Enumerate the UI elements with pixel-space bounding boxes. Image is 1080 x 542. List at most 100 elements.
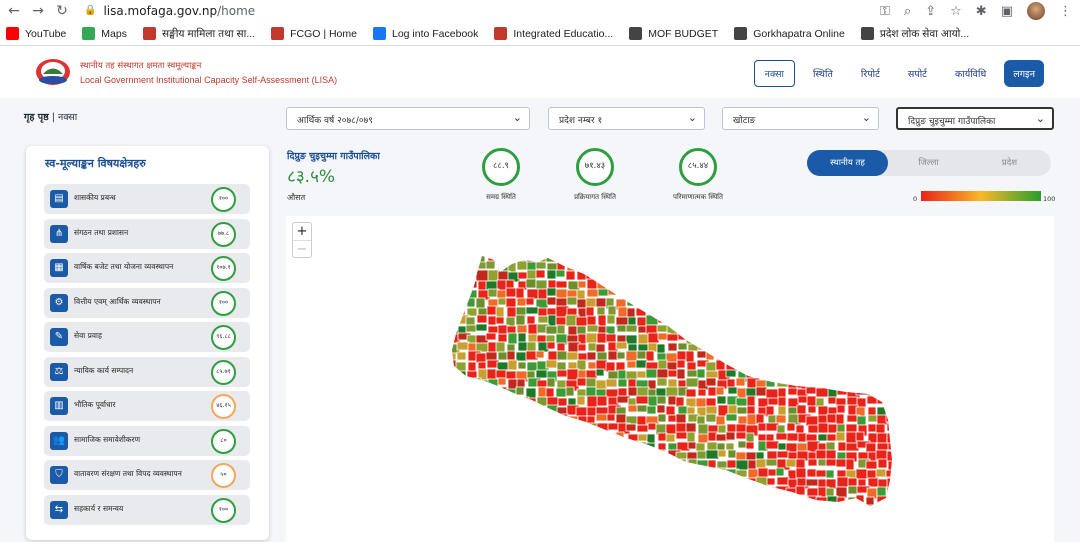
map-region[interactable] xyxy=(466,423,476,434)
map-region[interactable] xyxy=(755,315,769,326)
map-region[interactable] xyxy=(835,305,850,317)
map-region[interactable] xyxy=(575,316,588,327)
assessment-area-item[interactable]: ▦ वार्षिक बजेट तथा योजना व्यवस्थापन १०७.१ xyxy=(44,253,250,283)
map-region[interactable] xyxy=(765,505,776,517)
map-region[interactable] xyxy=(545,325,559,335)
map-region[interactable] xyxy=(815,333,828,345)
map-region[interactable] xyxy=(797,270,810,280)
map-region[interactable] xyxy=(446,287,460,297)
map-region[interactable] xyxy=(715,298,725,311)
map-region[interactable] xyxy=(767,486,778,499)
map-region[interactable] xyxy=(525,451,540,462)
map-region[interactable] xyxy=(607,422,620,431)
map-region[interactable] xyxy=(446,252,457,262)
map-region[interactable] xyxy=(637,504,649,515)
map-region[interactable] xyxy=(785,323,797,335)
map-region[interactable] xyxy=(735,280,750,292)
map-region[interactable] xyxy=(786,432,800,442)
map-region[interactable] xyxy=(898,397,908,404)
map-region[interactable] xyxy=(757,467,770,479)
map-region[interactable] xyxy=(855,505,865,517)
map-region[interactable] xyxy=(505,413,517,423)
map-region[interactable] xyxy=(565,386,575,397)
map-region[interactable] xyxy=(456,485,471,498)
map-region[interactable] xyxy=(647,332,660,344)
map-region[interactable] xyxy=(586,351,597,361)
map-region[interactable] xyxy=(556,324,566,335)
map-region[interactable] xyxy=(606,260,616,271)
map-region[interactable] xyxy=(715,359,726,371)
map-region[interactable] xyxy=(455,361,467,373)
map-region[interactable] xyxy=(675,269,685,281)
map-region[interactable] xyxy=(496,451,506,461)
map-region[interactable] xyxy=(898,378,906,385)
map-region[interactable] xyxy=(465,505,477,516)
map-region[interactable] xyxy=(466,307,478,317)
map-region[interactable] xyxy=(785,496,795,506)
map-region[interactable] xyxy=(785,350,797,362)
map-region[interactable] xyxy=(637,486,649,499)
map-region[interactable] xyxy=(607,458,620,469)
map-region[interactable] xyxy=(615,431,625,444)
map-region[interactable] xyxy=(897,461,909,468)
map-region[interactable] xyxy=(747,315,761,326)
map-region[interactable] xyxy=(496,477,509,490)
map-region[interactable] xyxy=(446,298,456,308)
map-region[interactable] xyxy=(757,505,770,514)
map-region[interactable] xyxy=(565,503,580,513)
map-region[interactable] xyxy=(637,261,652,274)
map-region[interactable] xyxy=(795,261,810,271)
map-region[interactable] xyxy=(806,468,818,478)
nav-item-2[interactable]: रिपोर्ट xyxy=(860,69,880,80)
map-region[interactable] xyxy=(836,404,846,414)
map-region[interactable] xyxy=(486,459,496,470)
map-region[interactable] xyxy=(765,350,780,360)
map-region[interactable] xyxy=(897,416,908,424)
map-region[interactable] xyxy=(536,379,548,388)
map-region[interactable] xyxy=(546,269,557,280)
map-region[interactable] xyxy=(547,441,560,453)
map-region[interactable] xyxy=(575,261,588,272)
map-region[interactable] xyxy=(757,332,767,344)
map-region[interactable] xyxy=(485,386,499,398)
map-region[interactable] xyxy=(855,431,865,442)
map-region[interactable] xyxy=(887,307,900,320)
map-region[interactable] xyxy=(517,405,527,416)
back-icon[interactable]: ← xyxy=(8,3,20,19)
map-region[interactable] xyxy=(755,486,765,495)
map-region[interactable] xyxy=(615,261,625,270)
map-region[interactable] xyxy=(887,252,898,262)
map-region[interactable] xyxy=(857,360,869,370)
map-region[interactable] xyxy=(736,477,747,486)
map-region[interactable] xyxy=(665,260,679,272)
map-region[interactable] xyxy=(515,494,529,506)
map-region[interactable] xyxy=(497,377,507,386)
map-region[interactable] xyxy=(507,359,518,371)
map-region[interactable] xyxy=(697,270,708,281)
map-region[interactable] xyxy=(767,289,778,299)
map-region[interactable] xyxy=(795,351,810,360)
map-region[interactable] xyxy=(475,396,487,406)
map-region[interactable] xyxy=(875,315,886,324)
map-region[interactable] xyxy=(495,486,510,497)
map-region[interactable] xyxy=(775,343,786,353)
map-region[interactable] xyxy=(875,261,888,270)
map-region[interactable] xyxy=(645,368,658,379)
map-region[interactable] xyxy=(466,441,477,450)
map-region[interactable] xyxy=(886,432,898,445)
map-region[interactable] xyxy=(665,503,676,514)
nepal-choropleth-map[interactable] xyxy=(286,216,1054,542)
map-region[interactable] xyxy=(477,458,491,467)
map-region[interactable] xyxy=(446,458,457,469)
map-region[interactable] xyxy=(455,414,465,427)
map-region[interactable] xyxy=(885,413,898,423)
map-region[interactable] xyxy=(696,368,706,379)
map-region[interactable] xyxy=(567,495,580,506)
map-region[interactable] xyxy=(637,269,650,282)
map-region[interactable] xyxy=(465,316,476,326)
map-region[interactable] xyxy=(835,352,849,362)
map-region[interactable] xyxy=(505,297,517,309)
map-region[interactable] xyxy=(765,378,776,388)
map-region[interactable] xyxy=(585,306,595,317)
map-region[interactable] xyxy=(576,395,586,406)
